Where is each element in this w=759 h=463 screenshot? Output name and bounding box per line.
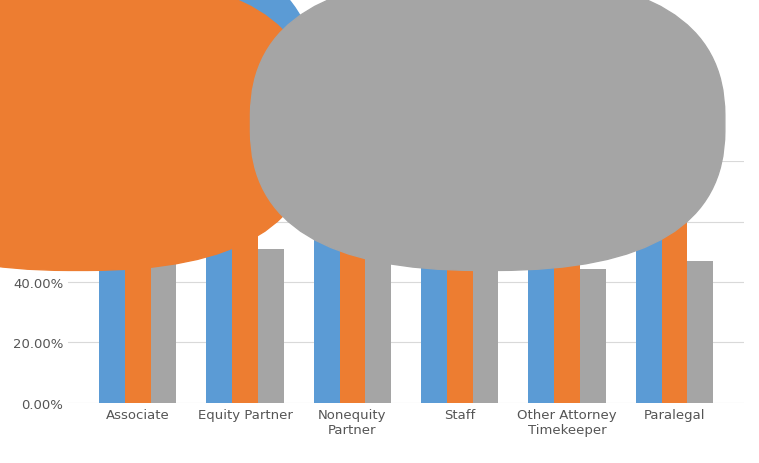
Bar [447, 180, 473, 403]
Bar [580, 269, 606, 403]
Bar [99, 229, 124, 403]
Text: An onsite wellness professional: An onsite wellness professional [505, 116, 701, 129]
Bar [339, 216, 365, 403]
Bar [150, 249, 176, 403]
Bar [688, 261, 713, 403]
Bar [554, 217, 580, 403]
Bar [258, 249, 284, 403]
Bar [313, 219, 339, 403]
Bar [124, 244, 150, 403]
Bar [662, 212, 688, 403]
Bar [528, 219, 554, 403]
Bar [365, 258, 391, 403]
Text: A leave policy that supports time off for treatment of mental health issues.: A leave policy that supports time off fo… [95, 79, 565, 92]
Text: A policy that encourages employees to seek assistance with mental health issues.: A policy that encourages employees to se… [95, 116, 612, 129]
Bar [421, 187, 447, 403]
Bar [636, 176, 662, 403]
Bar [232, 189, 258, 403]
Text: I would feel comfortable utilizing...: I would feel comfortable utilizing... [68, 14, 502, 38]
Bar [473, 197, 499, 403]
Bar [206, 203, 232, 403]
